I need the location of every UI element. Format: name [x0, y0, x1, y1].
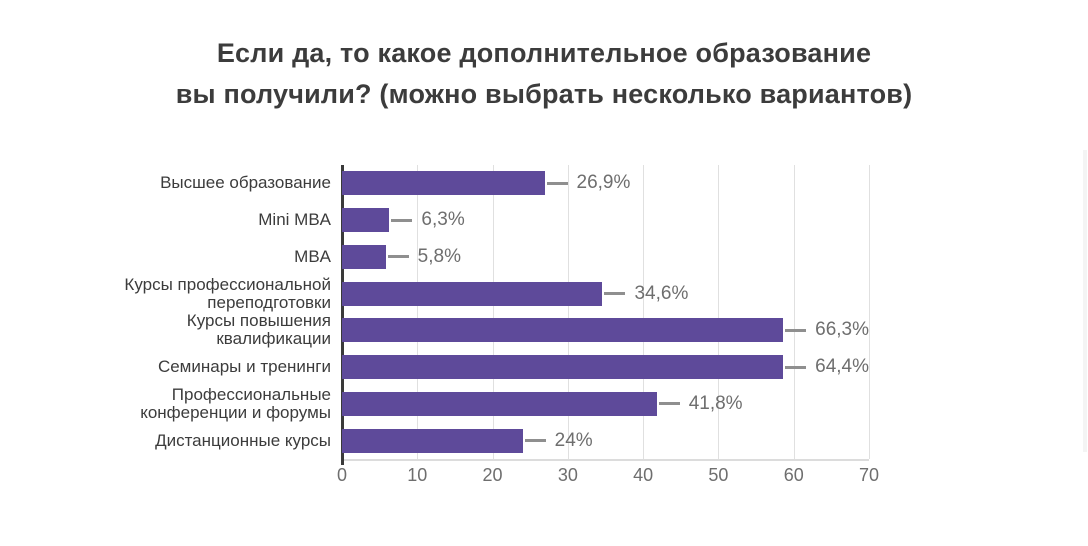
gridline — [869, 165, 870, 460]
x-tick-label: 10 — [407, 465, 428, 486]
bar-track: 6,3% — [342, 202, 869, 239]
bar — [342, 428, 523, 453]
gridline — [567, 165, 569, 460]
bar-track: 41,8% — [342, 386, 869, 423]
bar — [342, 318, 784, 343]
category-label: Профессиональные конференции и форумы — [140, 384, 331, 422]
leader-line — [391, 218, 413, 222]
gridline — [718, 165, 720, 460]
y-axis-line — [341, 165, 344, 466]
leader-line — [546, 181, 568, 185]
chart-title-line-1: Если да, то какое дополнительное образов… — [216, 38, 872, 69]
gridline — [417, 165, 419, 460]
bar-track: 34,6% — [342, 275, 869, 312]
leader-line — [387, 255, 409, 259]
category-label: Курсы повышения квалификации — [186, 311, 331, 349]
category-label: Дистанционные курсы — [155, 430, 331, 450]
value-label: 26,9% — [576, 172, 631, 194]
bar-rows: Высшее образование 26,9% Mini MBA 6,3% M… — [0, 165, 869, 459]
value-label: 66,3% — [815, 319, 869, 341]
gridline — [492, 165, 494, 460]
bar — [342, 171, 545, 196]
bar-chart: Высшее образование 26,9% Mini MBA 6,3% M… — [0, 165, 879, 489]
bar-row: Дистанционные курсы 24% — [0, 422, 869, 459]
value-label: 24% — [554, 429, 593, 451]
chart-title-line-2: вы получили? (можно выбрать несколько ва… — [175, 79, 913, 110]
bar — [342, 391, 657, 416]
bar-track: 66,3% — [342, 312, 869, 349]
value-label: 34,6% — [634, 282, 689, 304]
x-tick-label: 30 — [557, 465, 578, 486]
bar-track: 26,9% — [342, 165, 869, 202]
scrollbar-track[interactable] — [1083, 150, 1087, 453]
gridline — [793, 165, 795, 460]
bar-row: Курсы повышения квалификации 66,3% — [0, 312, 869, 349]
value-label: 64,4% — [815, 356, 869, 378]
value-label: 6,3% — [421, 209, 465, 231]
bar-row: Профессиональные конференции и форумы 41,… — [0, 384, 869, 423]
bar — [342, 208, 390, 233]
bar-row: Mini MBA 6,3% — [0, 202, 869, 239]
leader-line — [785, 328, 807, 332]
bar — [342, 244, 386, 269]
bar-row: Курсы профессиональной переподготовки 34,… — [0, 275, 869, 312]
leader-line — [604, 292, 626, 296]
x-axis: 0 10 20 30 40 50 60 70 — [337, 459, 879, 489]
x-tick-label: 60 — [783, 465, 804, 486]
gridline — [643, 165, 645, 460]
category-label: Высшее образование — [160, 173, 331, 193]
category-label: MBA — [294, 246, 331, 266]
bar — [342, 281, 603, 306]
bar-track: 64,4% — [342, 349, 869, 386]
x-tick-label: 40 — [633, 465, 654, 486]
category-label: Курсы профессиональной переподготовки — [124, 274, 331, 312]
value-label: 41,8% — [688, 392, 743, 414]
leader-line — [658, 402, 680, 406]
x-tick-label: 0 — [336, 465, 348, 486]
leader-line — [524, 439, 546, 443]
category-label: Семинары и тренинги — [157, 357, 331, 377]
x-tick-label: 50 — [708, 465, 729, 486]
bar-row: MBA 5,8% — [0, 239, 869, 276]
bar-row: Семинары и тренинги 64,4% — [0, 349, 869, 386]
bar-row: Высшее образование 26,9% — [0, 165, 869, 202]
x-tick-label: 20 — [482, 465, 503, 486]
x-tick-label: 70 — [858, 465, 880, 486]
bar — [342, 355, 784, 380]
bar-track: 24% — [342, 422, 869, 459]
chart-title: Если да, то какое дополнительное образов… — [0, 18, 1088, 115]
category-label: Mini MBA — [258, 210, 331, 230]
leader-line — [785, 365, 807, 369]
value-label: 5,8% — [417, 245, 461, 267]
plot-area-grid — [341, 165, 870, 466]
bar-track: 5,8% — [342, 239, 869, 276]
